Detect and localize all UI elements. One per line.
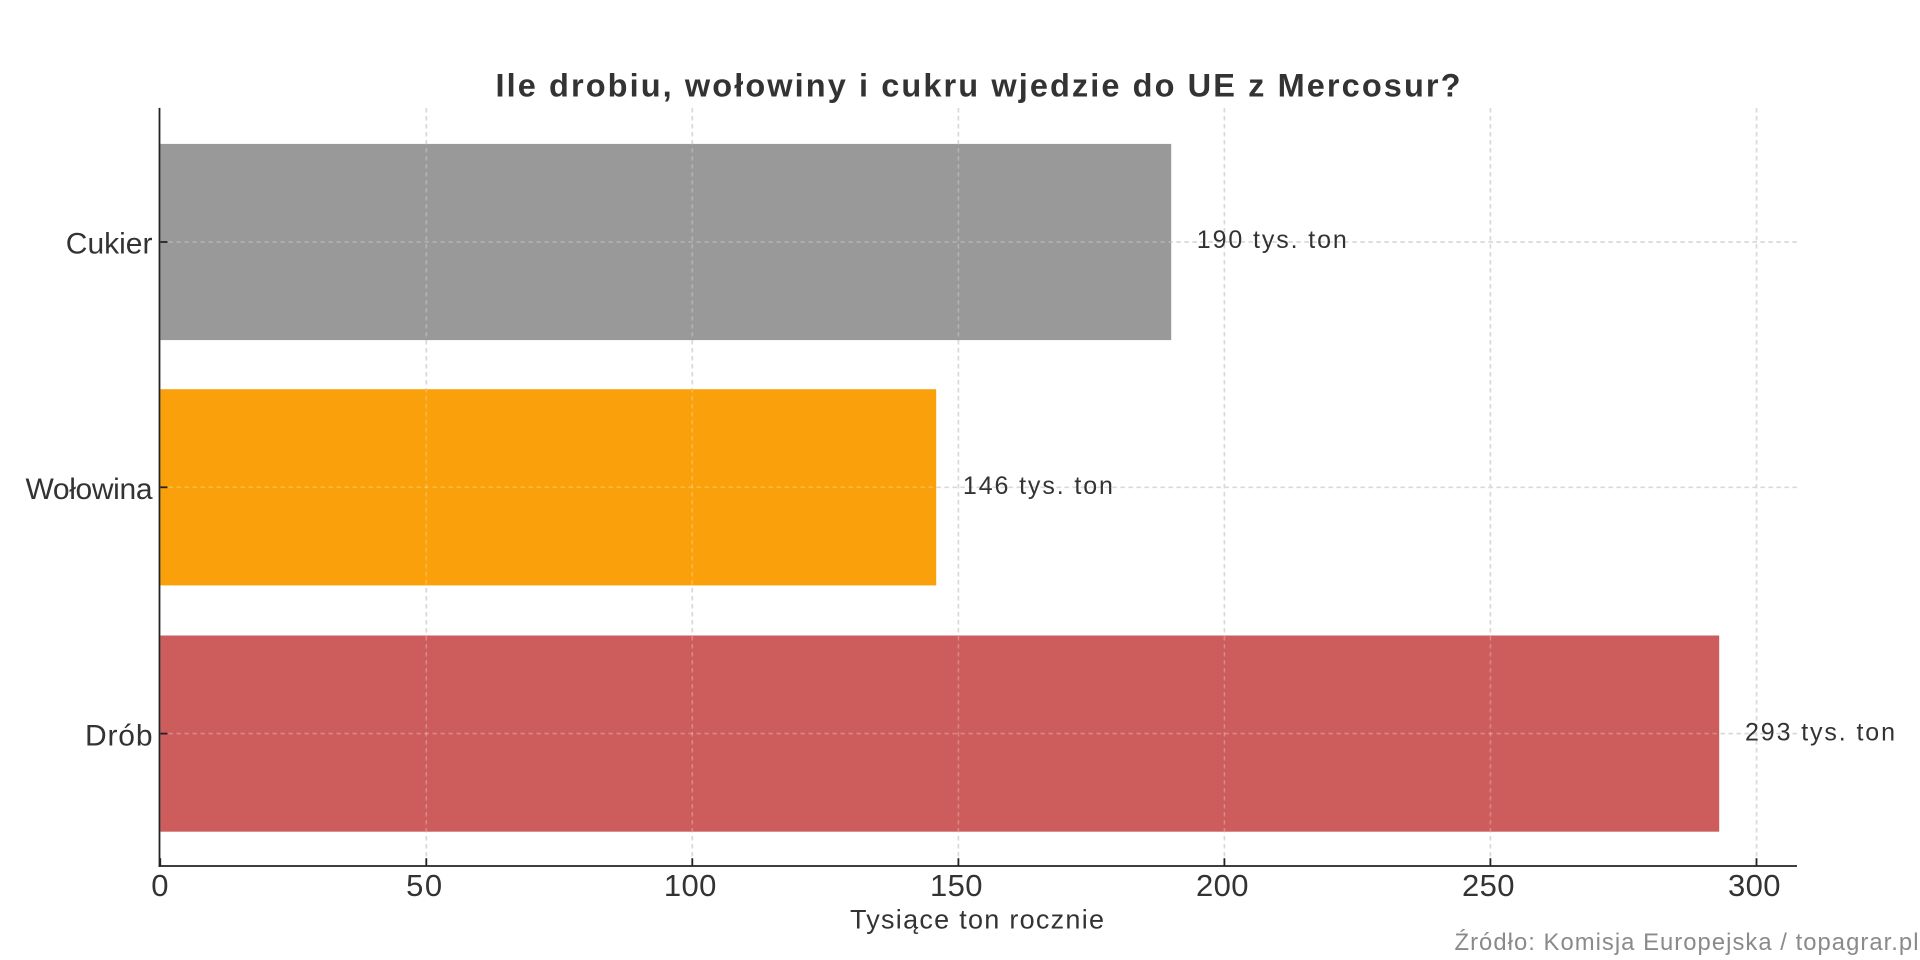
svg-text:250: 250	[1462, 868, 1515, 903]
svg-text:293 tys. ton: 293 tys. ton	[1745, 718, 1895, 746]
svg-text:50: 50	[406, 868, 442, 903]
svg-text:Tysiące ton rocznie: Tysiące ton rocznie	[850, 904, 1104, 934]
svg-text:150: 150	[930, 868, 983, 903]
svg-text:300: 300	[1728, 868, 1781, 903]
svg-text:100: 100	[664, 868, 717, 903]
svg-text:Drób: Drób	[85, 719, 153, 752]
svg-text:Wołowina: Wołowina	[26, 473, 153, 506]
svg-text:0: 0	[151, 868, 168, 903]
svg-text:Cukier: Cukier	[66, 228, 153, 261]
svg-text:200: 200	[1196, 868, 1249, 903]
svg-text:190 tys. ton: 190 tys. ton	[1197, 226, 1347, 254]
svg-text:Ile drobiu, wołowiny i cukru w: Ile drobiu, wołowiny i cukru wjedzie do …	[496, 67, 1461, 103]
svg-text:Źródło: Komisja Europejska / t: Źródło: Komisja Europejska / topagrar.pl	[1455, 929, 1919, 956]
svg-text:146 tys. ton: 146 tys. ton	[963, 472, 1113, 500]
